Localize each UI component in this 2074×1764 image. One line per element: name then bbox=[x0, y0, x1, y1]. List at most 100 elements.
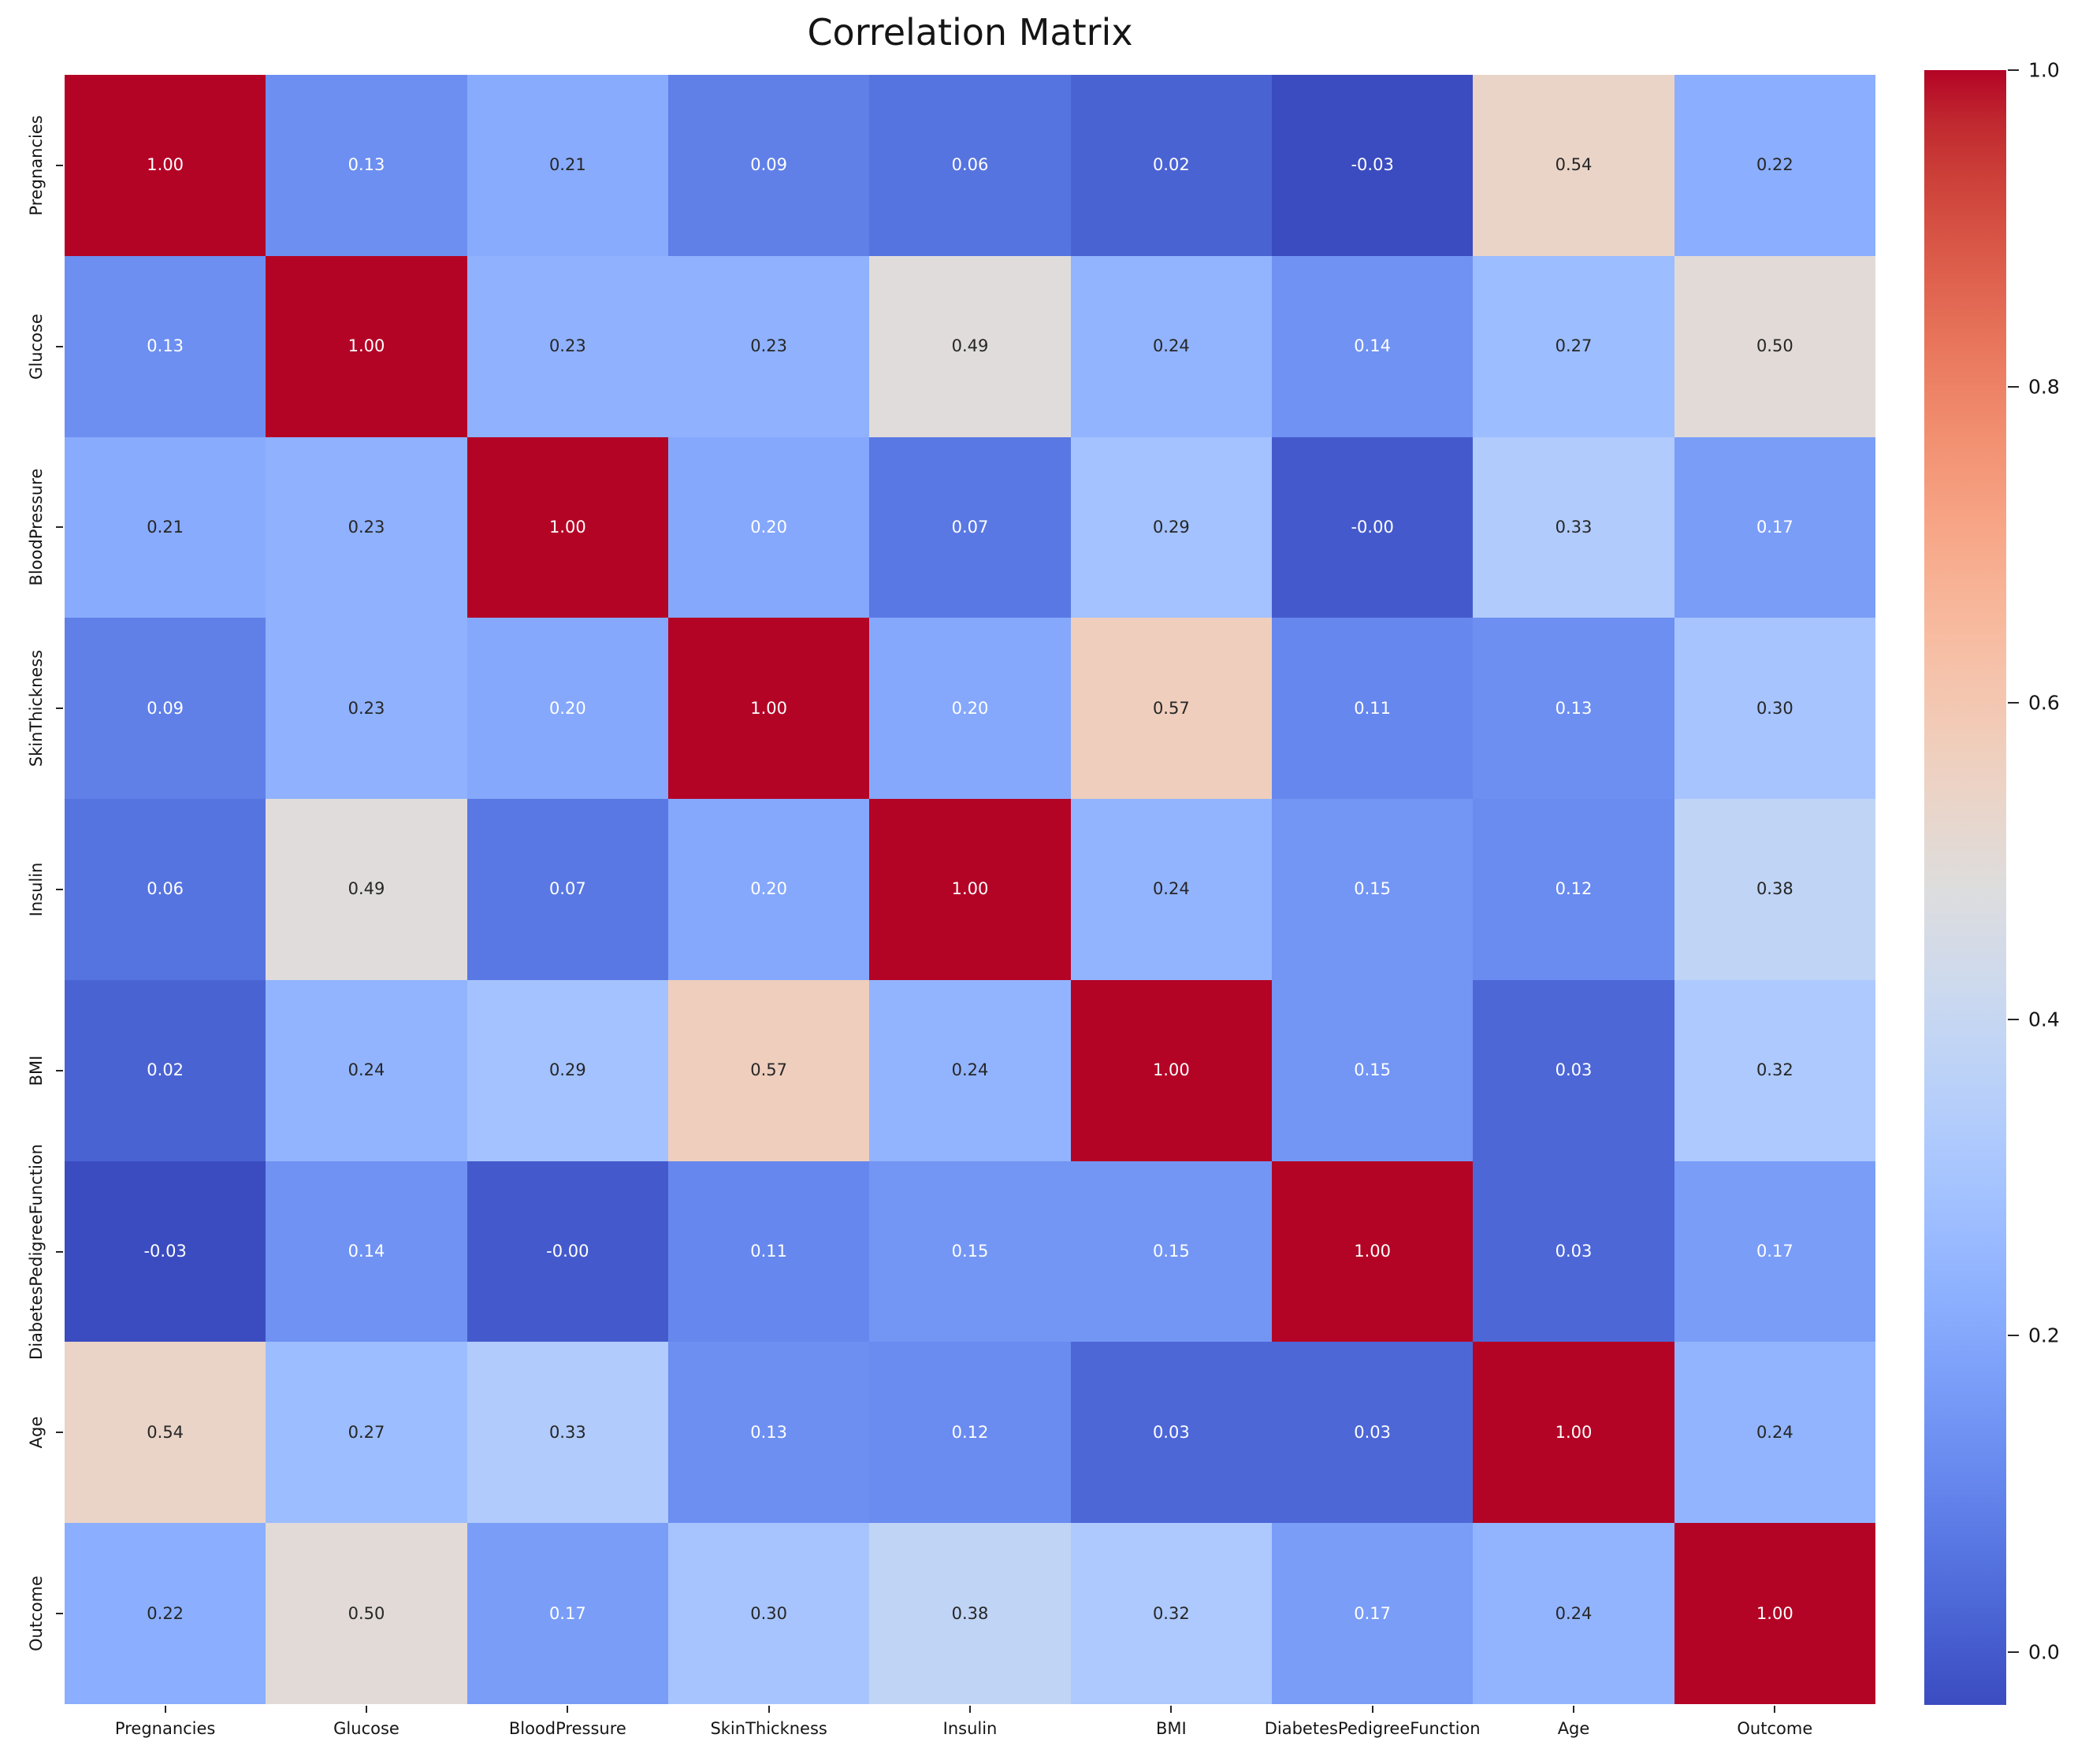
axis-tick bbox=[2008, 69, 2019, 71]
y-axis-label: BloodPressure bbox=[27, 468, 46, 586]
colorbar bbox=[1924, 70, 2006, 1705]
heatmap-cell: 0.57 bbox=[1070, 618, 1272, 800]
heatmap-cell: 0.24 bbox=[1473, 1523, 1674, 1704]
axis-tick bbox=[56, 345, 63, 347]
chart-title: Correlation Matrix bbox=[807, 11, 1133, 54]
heatmap-cell: 0.57 bbox=[667, 979, 870, 1161]
heatmap-cell: 0.07 bbox=[466, 799, 668, 980]
heatmap-cell: 1.00 bbox=[1674, 1523, 1875, 1704]
heatmap-cell: -0.03 bbox=[65, 1161, 266, 1342]
heatmap-cell: 0.29 bbox=[466, 979, 668, 1161]
axis-tick bbox=[56, 1613, 63, 1615]
heatmap-cell: 0.03 bbox=[1473, 1161, 1674, 1342]
y-axis-label: DiabetesPedigreeFunction bbox=[27, 1143, 46, 1360]
axis-tick bbox=[56, 707, 63, 710]
heatmap-cell: 1.00 bbox=[65, 75, 266, 256]
x-axis-label: Glucose bbox=[333, 1719, 400, 1738]
heatmap-cell: 0.30 bbox=[667, 1523, 870, 1704]
heatmap-cell: 0.49 bbox=[869, 255, 1071, 437]
heatmap-cell: 0.33 bbox=[1473, 436, 1674, 618]
axis-tick bbox=[1774, 1706, 1776, 1713]
heatmap-cell: 0.09 bbox=[65, 618, 266, 800]
heatmap-cell: 0.15 bbox=[1271, 979, 1474, 1161]
y-axis-label: Pregnancies bbox=[27, 115, 46, 216]
heatmap-cell: 0.29 bbox=[1070, 436, 1272, 618]
y-axis-label: Age bbox=[27, 1417, 46, 1449]
heatmap-cell: 0.21 bbox=[65, 436, 266, 618]
axis-tick bbox=[2008, 1651, 2019, 1653]
axis-tick bbox=[56, 1250, 63, 1253]
heatmap-cell: 0.20 bbox=[667, 436, 870, 618]
heatmap-cell: 0.11 bbox=[1271, 618, 1474, 800]
axis-tick bbox=[56, 1432, 63, 1434]
axis-tick bbox=[56, 164, 63, 166]
y-axis-label: BMI bbox=[27, 1055, 46, 1086]
axis-tick bbox=[56, 1069, 63, 1071]
heatmap-cell: 0.23 bbox=[266, 436, 467, 618]
heatmap-cell: 0.15 bbox=[1070, 1161, 1272, 1342]
heatmap-cell: 0.17 bbox=[1271, 1523, 1474, 1704]
colorbar-tick-label: 0.2 bbox=[2028, 1324, 2060, 1347]
x-axis-label: Outcome bbox=[1737, 1719, 1813, 1738]
x-axis-label: DiabetesPedigreeFunction bbox=[1264, 1719, 1481, 1738]
heatmap-cell: 0.17 bbox=[1674, 436, 1875, 618]
axis-tick bbox=[768, 1706, 770, 1713]
heatmap-cell: 0.14 bbox=[266, 1161, 467, 1342]
heatmap-cell: 0.12 bbox=[1473, 799, 1674, 980]
heatmap-cell: 0.17 bbox=[1674, 1161, 1875, 1342]
heatmap-cell: 1.00 bbox=[667, 618, 870, 800]
axis-tick bbox=[969, 1706, 971, 1713]
heatmap-cell: 0.30 bbox=[1674, 618, 1875, 800]
heatmap-cell: 0.13 bbox=[65, 255, 266, 437]
y-axis-label: SkinThickness bbox=[27, 650, 46, 767]
axis-tick bbox=[2008, 702, 2019, 704]
heatmap-cell: 0.09 bbox=[667, 75, 870, 256]
heatmap-cell: 0.20 bbox=[667, 799, 870, 980]
axis-tick bbox=[56, 889, 63, 890]
heatmap-cell: 1.00 bbox=[1271, 1161, 1474, 1342]
axis-tick bbox=[1573, 1706, 1574, 1713]
axis-tick bbox=[2008, 1018, 2019, 1020]
heatmap-grid: 1.00 0.13 0.21 0.09 0.06 0.02 -0.03 0.54 0.22 0.1… bbox=[65, 75, 1875, 1704]
heatmap-cell: 1.00 bbox=[1070, 979, 1272, 1161]
axis-tick bbox=[2008, 1335, 2019, 1337]
heatmap-cell: 0.13 bbox=[667, 1342, 870, 1524]
x-axis-label: BMI bbox=[1155, 1719, 1187, 1738]
heatmap-cell: -0.03 bbox=[1271, 75, 1474, 256]
heatmap-cell: 0.13 bbox=[266, 75, 467, 256]
axis-tick bbox=[567, 1706, 569, 1713]
heatmap-cell: 0.23 bbox=[466, 255, 668, 437]
heatmap-cell: 0.17 bbox=[466, 1523, 668, 1704]
x-axis-label: Age bbox=[1557, 1719, 1590, 1738]
heatmap-cell: 1.00 bbox=[266, 255, 467, 437]
heatmap-cell: 0.12 bbox=[869, 1342, 1071, 1524]
colorbar-tick-label: 0.8 bbox=[2028, 375, 2060, 399]
heatmap-cell: 0.22 bbox=[1674, 75, 1875, 256]
y-axis-label: Glucose bbox=[27, 313, 46, 380]
heatmap-cell: 0.21 bbox=[466, 75, 668, 256]
heatmap-cell: 0.11 bbox=[667, 1161, 870, 1342]
heatmap-cell: 0.24 bbox=[266, 979, 467, 1161]
heatmap-cell: 0.38 bbox=[1674, 799, 1875, 980]
heatmap-cell: 0.33 bbox=[466, 1342, 668, 1524]
heatmap-cell: 0.27 bbox=[266, 1342, 467, 1524]
heatmap-cell: 0.24 bbox=[869, 979, 1071, 1161]
heatmap-cell: 0.50 bbox=[1674, 255, 1875, 437]
heatmap-cell: 1.00 bbox=[869, 799, 1071, 980]
heatmap-cell: 0.23 bbox=[667, 255, 870, 437]
heatmap-cell: 0.27 bbox=[1473, 255, 1674, 437]
heatmap-cell: 0.24 bbox=[1070, 799, 1272, 980]
colorbar-tick-label: 0.4 bbox=[2028, 1008, 2060, 1031]
heatmap-cell: 0.50 bbox=[266, 1523, 467, 1704]
heatmap-cell: 0.06 bbox=[869, 75, 1071, 256]
axis-tick bbox=[1371, 1706, 1373, 1713]
heatmap-cell: -0.00 bbox=[466, 1161, 668, 1342]
heatmap-cell: 0.23 bbox=[266, 618, 467, 800]
heatmap-cell: -0.00 bbox=[1271, 436, 1474, 618]
heatmap-cell: 0.03 bbox=[1473, 979, 1674, 1161]
colorbar-tick-label: 0.0 bbox=[2028, 1640, 2060, 1664]
heatmap-cell: 0.06 bbox=[65, 799, 266, 980]
x-axis-label: Pregnancies bbox=[114, 1719, 216, 1738]
axis-tick bbox=[366, 1706, 367, 1713]
